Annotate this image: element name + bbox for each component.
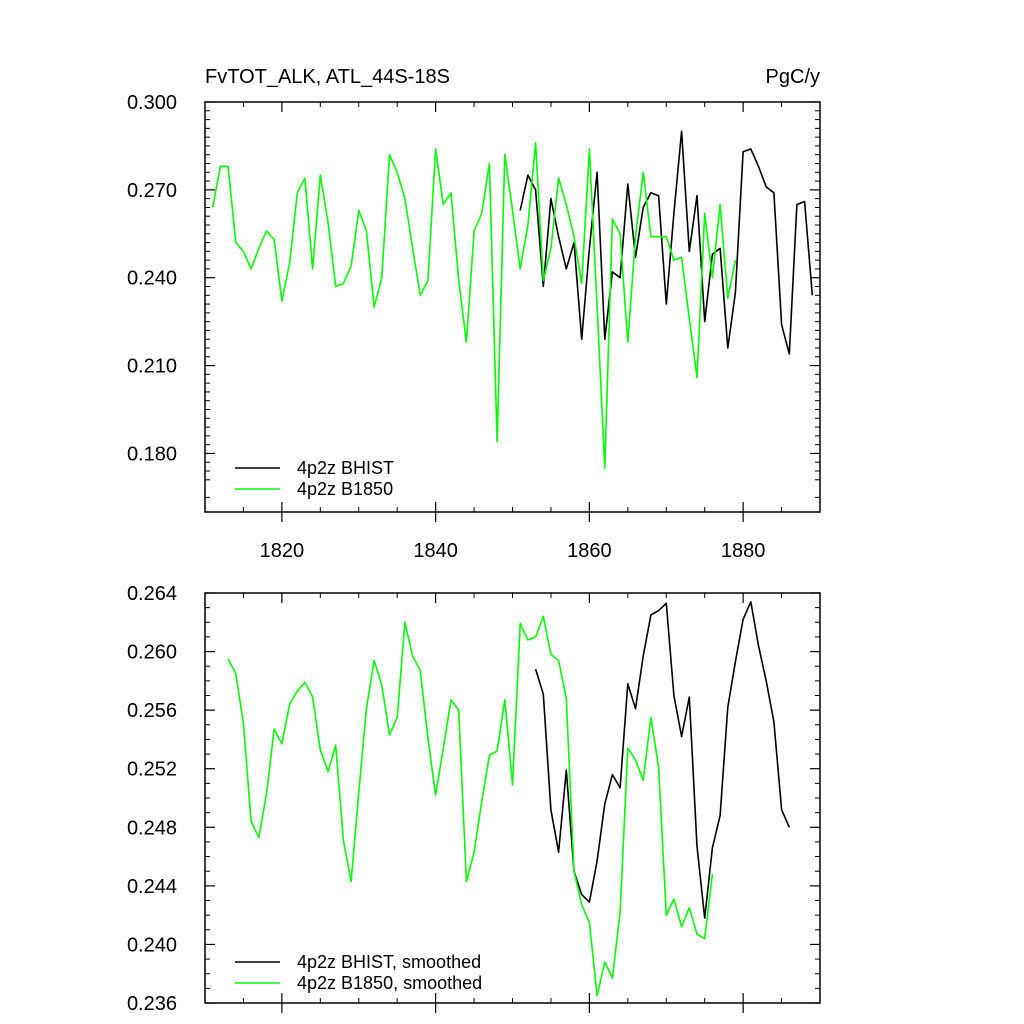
series-line bbox=[519, 130, 814, 355]
y-tick-label: 0.270 bbox=[127, 180, 177, 202]
y-tick-label: 0.264 bbox=[127, 583, 177, 605]
y-tick-label: 0.240 bbox=[127, 934, 177, 956]
top-ticks: 0.180 0.210 0.240 0.270 0.300 1820 1840 1860 188… bbox=[127, 92, 820, 562]
y-tick-label: 0.252 bbox=[127, 759, 177, 781]
top-plot-frame bbox=[204, 101, 821, 513]
y-tick-label: 0.240 bbox=[127, 268, 177, 290]
top-series bbox=[211, 130, 814, 469]
legend-label: 4p2z BHIST bbox=[297, 458, 394, 478]
y-tick-label: 0.244 bbox=[127, 876, 177, 898]
top-title: FvTOT_ALK, ATL_44S-18S bbox=[205, 66, 450, 88]
series-line bbox=[211, 142, 737, 469]
legend-label: 4p2z B1850 bbox=[297, 479, 393, 499]
legend-label: 4p2z B1850, smoothed bbox=[297, 973, 482, 993]
x-tick-label: 1840 bbox=[413, 540, 458, 562]
bottom-series bbox=[227, 600, 791, 997]
y-tick-label: 0.210 bbox=[127, 356, 177, 378]
y-tick-label: 0.248 bbox=[127, 817, 177, 839]
bottom-ticks: 0.236 0.240 0.244 0.248 0.252 0.256 0.260 0.264 bbox=[127, 583, 820, 1015]
y-tick-label: 0.300 bbox=[127, 92, 177, 114]
bottom-panel: 0.236 0.240 0.244 0.248 0.252 0.256 0.260 0.264… bbox=[127, 583, 821, 1015]
series-line bbox=[227, 615, 714, 997]
x-tick-label: 1820 bbox=[260, 540, 305, 562]
bottom-plot-frame bbox=[204, 592, 821, 1004]
series-line bbox=[534, 600, 791, 919]
y-tick-label: 0.256 bbox=[127, 700, 177, 722]
y-tick-label: 0.180 bbox=[127, 443, 177, 465]
top-units: PgC/y bbox=[766, 66, 820, 88]
top-panel: FvTOT_ALK, ATL_44S-18S PgC/y 0.1800.2100… bbox=[127, 66, 821, 562]
y-tick-label: 0.260 bbox=[127, 642, 177, 664]
legend-label: 4p2z BHIST, smoothed bbox=[297, 952, 481, 972]
x-tick-label: 1860 bbox=[567, 540, 612, 562]
x-tick-label: 1880 bbox=[721, 540, 766, 562]
y-tick-label: 0.236 bbox=[127, 993, 177, 1015]
